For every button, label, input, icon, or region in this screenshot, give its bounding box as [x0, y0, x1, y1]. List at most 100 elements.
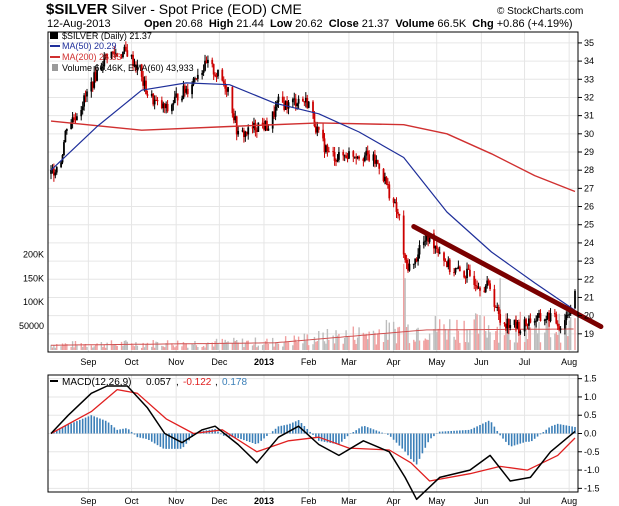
volume-bar	[307, 345, 310, 350]
volume-bar	[354, 339, 356, 350]
macd-histogram-bar	[548, 427, 550, 434]
price-candle-body	[556, 323, 559, 327]
price-candle-body	[171, 104, 173, 112]
volume-bar	[51, 347, 54, 350]
volume-bar	[184, 344, 186, 350]
price-candle-body	[205, 60, 208, 64]
price-candle-body	[503, 322, 506, 324]
macd-histogram-bar	[407, 433, 409, 456]
macd-x-label: May	[428, 496, 446, 506]
legend-sep-1: ,	[176, 377, 179, 388]
macd-histogram-bar	[251, 433, 254, 443]
volume-bar	[266, 338, 268, 350]
volume-bar	[322, 332, 324, 350]
price-candle-body	[156, 100, 159, 102]
volume-bar	[100, 342, 103, 350]
price-candle-body	[73, 117, 75, 119]
macd-histogram-bar	[516, 433, 519, 445]
macd-histogram-bar	[525, 433, 527, 442]
price-x-label: Mar	[341, 357, 357, 367]
volume-bar	[558, 313, 560, 350]
price-candle-body	[83, 95, 86, 107]
volume-bar	[244, 342, 247, 350]
price-candle-body	[172, 103, 175, 105]
volume-bar	[224, 339, 226, 350]
price-candle-body	[103, 55, 106, 67]
macd-histogram-bar	[404, 433, 406, 452]
price-candle-body	[173, 96, 176, 104]
macd-histogram-bar	[441, 431, 444, 434]
close-value: 21.37	[361, 18, 390, 30]
price-candle-body	[356, 156, 359, 159]
price-candle-body	[244, 131, 247, 138]
volume-bar	[325, 343, 327, 350]
price-candle-body	[366, 150, 369, 155]
volume-tick-label: 150K	[23, 273, 44, 283]
legend-price-swatch	[50, 32, 58, 39]
volume-bar	[225, 342, 228, 350]
volume-bar	[328, 339, 330, 350]
legend-macd-value: 0.057	[146, 377, 171, 388]
price-candle-body	[463, 271, 466, 278]
volume-bar	[333, 343, 336, 350]
volume-bar	[385, 319, 388, 350]
volume-bar	[182, 342, 185, 350]
price-candle-body	[346, 158, 349, 160]
volume-bar	[418, 340, 421, 350]
price-candle-body	[506, 318, 509, 329]
price-candle-body	[222, 80, 225, 84]
macd-histogram-bar	[76, 421, 78, 434]
macd-histogram-bar	[410, 433, 412, 460]
price-candle-body	[558, 326, 561, 330]
volume-bar	[528, 328, 530, 350]
volume-bar	[535, 321, 537, 350]
volume-bar	[398, 326, 401, 350]
volume-bar	[292, 345, 294, 350]
price-candle-body	[183, 85, 186, 93]
volume-bar	[367, 339, 369, 350]
macd-histogram-bar	[84, 417, 87, 434]
volume-bar	[356, 337, 359, 350]
macd-histogram-bar	[257, 433, 260, 444]
volume-bar	[495, 331, 497, 350]
price-candle-body	[283, 102, 286, 110]
price-candle-body	[353, 156, 356, 158]
price-candle-body	[559, 328, 562, 330]
price-candle-body	[234, 116, 237, 121]
price-candle-body	[122, 51, 124, 58]
volume-bar	[207, 342, 209, 350]
volume-bar	[368, 331, 370, 350]
price-candle-body	[407, 263, 409, 271]
volume-bar	[236, 340, 238, 350]
volume-bar	[133, 346, 136, 350]
price-candle-body	[101, 66, 104, 68]
price-candle-body	[355, 156, 358, 159]
price-candle-body	[113, 52, 116, 55]
price-tick-label: 29	[584, 147, 594, 157]
macd-histogram-bar	[493, 426, 496, 434]
price-candle-body	[448, 259, 451, 273]
macd-histogram-bar	[283, 425, 286, 434]
chg-label: Chg	[472, 18, 494, 30]
price-candle-body	[185, 88, 188, 93]
price-candle-body	[50, 169, 52, 174]
volume-bar	[503, 335, 506, 350]
price-candle-body	[267, 128, 270, 131]
macd-histogram-bar	[571, 426, 573, 434]
macd-histogram-bar	[122, 428, 124, 434]
price-candle-body	[453, 272, 455, 274]
volume-bar	[197, 347, 199, 350]
price-tick-label: 20	[584, 311, 594, 321]
volume-bar	[364, 334, 366, 350]
macd-histogram-bar	[55, 430, 58, 434]
price-candle-body	[76, 116, 78, 121]
macd-x-label: 2013	[254, 496, 274, 506]
price-candle-body	[271, 111, 274, 129]
macd-histogram-bar	[539, 433, 542, 435]
volume-bar	[237, 342, 239, 350]
macd-x-label: Mar	[341, 496, 357, 506]
volume-bar	[402, 263, 405, 350]
volume-bar	[247, 340, 249, 350]
price-candle-body	[287, 102, 290, 109]
price-candle-body	[195, 78, 198, 80]
